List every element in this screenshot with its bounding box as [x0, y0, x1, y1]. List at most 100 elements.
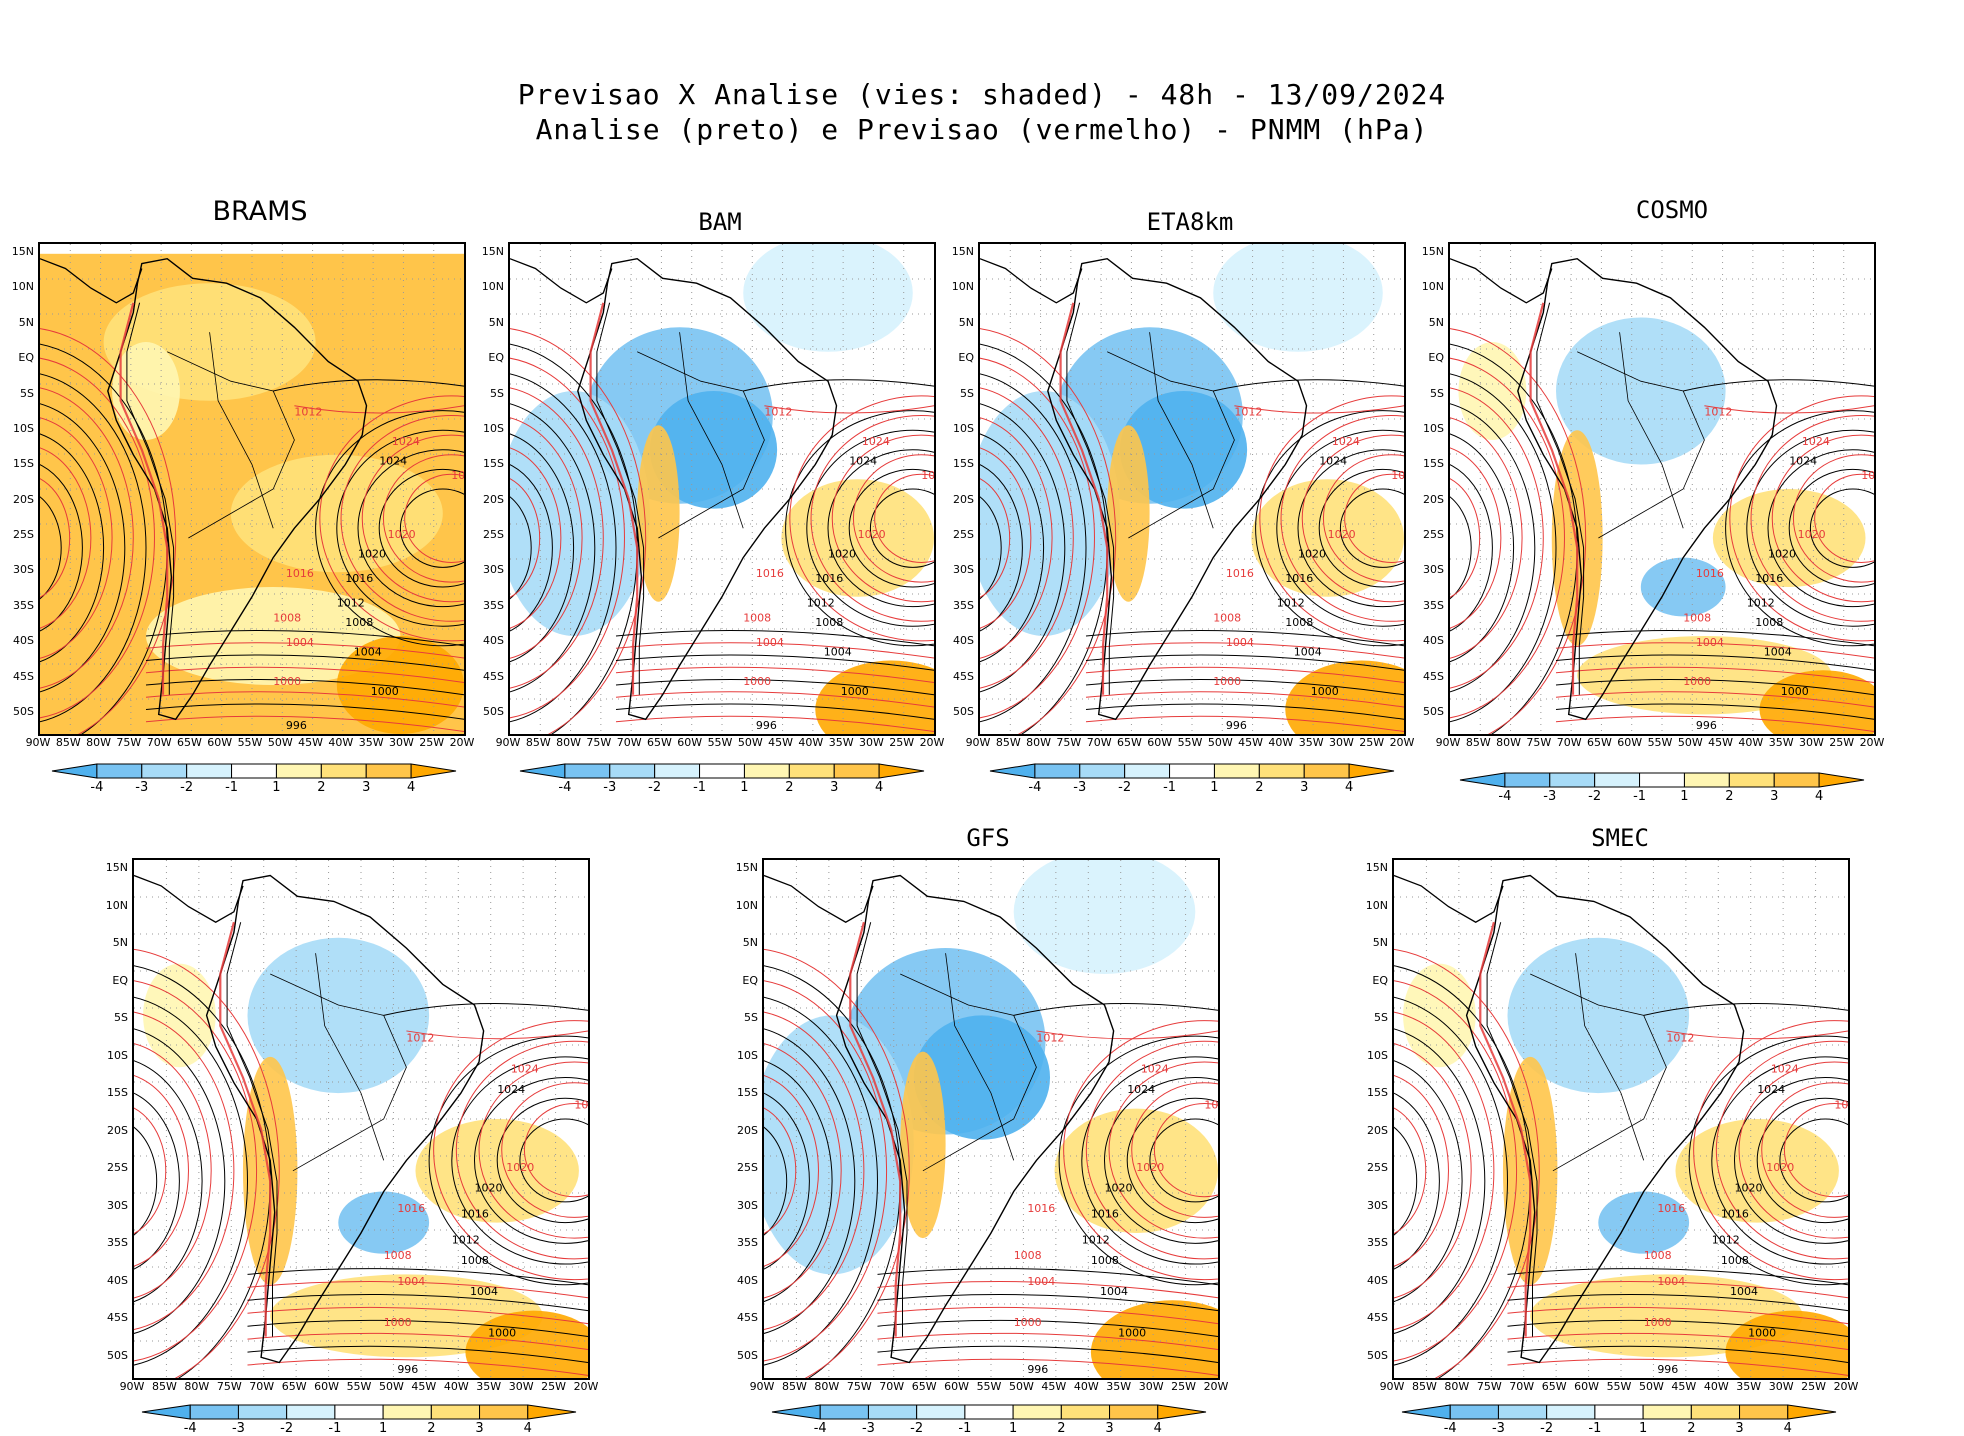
lat-tick-label: 10N: [951, 280, 974, 294]
forecast-isobar-label: 1024: [1802, 435, 1830, 448]
colorbar-tick-label: -2: [1540, 1421, 1554, 1436]
forecast-isobar-label: 1000: [1644, 1316, 1672, 1329]
forecast-isobar-label: 1028: [574, 1099, 588, 1112]
lat-tick-label: 15S: [737, 1086, 758, 1100]
panel-title-gfs: GFS: [966, 824, 1010, 852]
analysis-isobar-label: 1000: [1748, 1327, 1776, 1340]
bias-shading-blob: [1507, 937, 1690, 1094]
lat-tick-label: 45S: [1423, 669, 1444, 683]
lat-tick-label: 15S: [1367, 1086, 1388, 1100]
lon-tick-label: 25W: [419, 736, 445, 749]
lon-tick-label: 45W: [1238, 736, 1263, 749]
colorbar-swatch: [1773, 772, 1820, 788]
forecast-isobar-label: 1008: [1683, 611, 1711, 624]
lon-tick-label: 70W: [1086, 736, 1112, 749]
colorbar-tick-label: -3: [135, 780, 149, 795]
colorbar-tick-label: -4: [1443, 1421, 1457, 1436]
lat-tick-label: 40S: [1423, 634, 1444, 648]
colorbar-tick-label: -2: [1118, 780, 1132, 795]
colorbar-tick-label: 2: [427, 1421, 436, 1436]
lat-tick-label: 5N: [18, 315, 34, 329]
lat-tick-label: 10S: [1423, 421, 1444, 435]
lat-tick-label: 30S: [737, 1198, 758, 1212]
analysis-isobar-label: 1012: [807, 597, 835, 610]
forecast-isobar-label: 1012: [1036, 1031, 1064, 1044]
forecast-isobar-label: 1024: [511, 1062, 539, 1075]
forecast-isobar-label: 1024: [392, 435, 420, 448]
lon-tick-label: 25W: [1801, 1380, 1826, 1393]
lat-tick-label: 20S: [13, 492, 34, 506]
forecast-isobar-label: 1020: [1798, 528, 1826, 541]
lat-tick-label: 50S: [953, 705, 974, 718]
analysis-isobar-label: 1016: [815, 572, 843, 585]
lon-tick-label: 25W: [1171, 1380, 1196, 1393]
lat-tick-label: 10S: [953, 421, 974, 435]
lon-tick-label: 50W: [1008, 1380, 1034, 1393]
forecast-isobar-label: 1012: [294, 406, 322, 419]
lon-tick-label: 90W: [495, 736, 521, 749]
bias-shading-blob: [146, 587, 401, 685]
bias-shading-blob: [1251, 479, 1404, 597]
colorbar-swatch: [1818, 772, 1865, 788]
forecast-isobar-label: 1020: [1136, 1161, 1164, 1174]
lon-tick-label: 65W: [1586, 736, 1612, 749]
lon-tick-label: 55W: [1606, 1380, 1632, 1393]
coastline: [205, 874, 485, 1364]
lat-tick-label: 10S: [1367, 1048, 1388, 1062]
map-panel-smec: 1004 1008 1012 1016 1020 1024 996 1000 1004 1008 1…: [1392, 858, 1850, 1380]
forecast-isobar-label: 1008: [1644, 1249, 1672, 1262]
lon-tick-label: 90W: [1435, 736, 1461, 749]
analysis-isobar-label: 1008: [1285, 616, 1313, 629]
bias-shading-blob: [900, 1051, 946, 1239]
lat-tick-label: 10S: [13, 421, 34, 435]
forecast-isobar-label: 1016: [756, 567, 784, 580]
analysis-isobar-label: 1004: [470, 1285, 498, 1298]
lat-tick-label: 5N: [958, 315, 974, 329]
lon-tick-label: 20W: [1389, 736, 1415, 749]
lat-tick-label: 40S: [107, 1273, 128, 1287]
lon-tick-label: 60W: [207, 736, 233, 749]
colorbar-tick-label: -1: [225, 780, 239, 795]
analysis-isobar-label: 996: [397, 1363, 418, 1376]
analysis-isobar-label: 1000: [1781, 685, 1809, 698]
lat-tick-label: 45S: [13, 669, 34, 683]
forecast-isobar-label: 1028: [451, 469, 464, 482]
colorbar-swatch: [1079, 763, 1126, 779]
bias-shading-blob: [1640, 557, 1726, 617]
lon-tick-label: 50W: [1638, 1380, 1664, 1393]
lon-tick-label: 55W: [707, 736, 733, 749]
map-panel-eta8km: 1004 1008 1012 1016 1020 1024 996 1000 1004 1008 1…: [978, 242, 1406, 736]
colorbar-swatch: [654, 763, 701, 779]
lat-tick-label: 25S: [1367, 1161, 1388, 1175]
analysis-isobar-label: 1012: [1277, 597, 1305, 610]
bias-shading-blob: [1725, 1310, 1848, 1378]
lat-tick-label: 10S: [483, 421, 504, 435]
figure-title-line2: Analise (preto) e Previsao (vermelho) - …: [535, 113, 1429, 146]
bias-shading-blob: [1712, 489, 1866, 587]
forecast-isobar-label: 1000: [1014, 1316, 1042, 1329]
analysis-isobar-label: 996: [1657, 1363, 1678, 1376]
map-canvas-gfs: 1004 1008 1012 1016 1020 1024 996 1000 1004 1008 1…: [764, 860, 1218, 1378]
lon-tick-label: 65W: [1541, 1380, 1567, 1393]
lon-tick-label: 85W: [781, 1380, 807, 1393]
lat-tick-label: 30S: [483, 563, 504, 577]
analysis-isobar-label: 1016: [1755, 572, 1783, 585]
lon-tick-label: 20W: [919, 736, 945, 749]
lon-tick-label: 70W: [1556, 736, 1582, 749]
analysis-isobar-label: 1016: [345, 572, 373, 585]
lon-tick-label: 25W: [889, 736, 915, 749]
lat-tick-label: 5N: [1372, 936, 1388, 950]
lat-tick-label: 20S: [107, 1123, 128, 1137]
colorbar-swatch: [1683, 772, 1730, 788]
forecast-isobar-label: 1012: [764, 406, 792, 419]
bias-shading-blob: [336, 636, 464, 734]
lat-tick-label: 35S: [483, 598, 504, 612]
colorbar-swatch: [1497, 1404, 1548, 1420]
colorbar-swatch: [231, 763, 277, 779]
coastline: [835, 874, 1115, 1364]
lat-tick-label: 30S: [107, 1198, 128, 1212]
lon-tick-label: 30W: [1328, 736, 1354, 749]
lon-tick-label: 70W: [249, 1380, 275, 1393]
colorbar-tick-label: -3: [1491, 1421, 1505, 1436]
colorbar-tick-label: -2: [280, 1421, 294, 1436]
